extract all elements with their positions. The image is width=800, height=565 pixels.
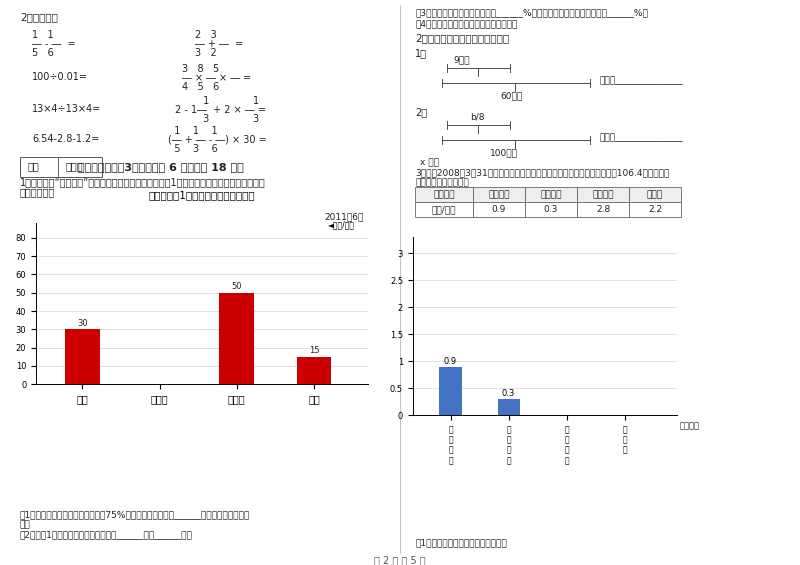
Text: （4）看了上面的统计图，你有什么想法？: （4）看了上面的统计图，你有什么想法？ — [415, 19, 518, 28]
Text: （1）根据表里的人数，完成统计图。: （1）根据表里的人数，完成统计图。 — [415, 538, 506, 547]
Text: 1．为了创建“文明城市”，交通部门在某个十字路口统计1个小时内闯红灯的情况，制成了统: 1．为了创建“文明城市”，交通部门在某个十字路口统计1个小时内闯红灯的情况，制成… — [20, 177, 266, 187]
Text: 2 - 1―  + 2 × ― =: 2 - 1― + 2 × ― = — [175, 105, 266, 115]
Text: 1．: 1． — [415, 48, 427, 58]
Text: 5   6: 5 6 — [32, 48, 54, 58]
Text: 100千米: 100千米 — [490, 148, 518, 157]
Title: 某十字路口1小时内闯红灯情况统计图: 某十字路口1小时内闯红灯情况统计图 — [149, 190, 255, 200]
Text: 3．截止2008年3月31日，报名申请成为北京奥运会志愿者的，除我国大陆的106.4万人外，其: 3．截止2008年3月31日，报名申请成为北京奥运会志愿者的，除我国大陆的106… — [415, 168, 670, 177]
Text: 0.9: 0.9 — [444, 357, 457, 366]
Y-axis label: ◄人数/万人: ◄人数/万人 — [328, 220, 354, 229]
Text: ― × ― × ― =: ― × ― × ― = — [182, 73, 251, 83]
FancyBboxPatch shape — [577, 187, 629, 202]
Text: 2.8: 2.8 — [596, 205, 610, 214]
Text: b/8: b/8 — [470, 112, 485, 121]
Bar — [498, 399, 519, 415]
Text: 0.9: 0.9 — [492, 205, 506, 214]
Text: 13×4÷13×4=: 13×4÷13×4= — [32, 104, 102, 114]
Text: 人数/万人: 人数/万人 — [432, 205, 456, 214]
Text: 30: 30 — [77, 319, 88, 328]
Text: （1）闯红灯的汽车数量是摩托车的75%，闯红灯的摩托车有______辆，将统计图补充完: （1）闯红灯的汽车数量是摩托车的75%，闯红灯的摩托车有______辆，将统计图… — [20, 510, 250, 519]
Text: 9千克: 9千克 — [453, 55, 470, 64]
Text: （2）在这1小时内，闯红灯的最多的是______，有______辆。: （2）在这1小时内，闯红灯的最多的是______，有______辆。 — [20, 530, 193, 539]
Text: 华侨华人: 华侨华人 — [592, 190, 614, 199]
Text: 0.3: 0.3 — [544, 205, 558, 214]
FancyBboxPatch shape — [415, 202, 473, 217]
Text: 100÷0.01=: 100÷0.01= — [32, 72, 88, 82]
FancyBboxPatch shape — [525, 202, 577, 217]
Text: 1   1: 1 1 — [32, 30, 54, 40]
Text: 外国人: 外国人 — [647, 190, 663, 199]
FancyBboxPatch shape — [577, 202, 629, 217]
Text: 2．: 2． — [415, 107, 427, 117]
Text: 6.54-2.8-1.2=: 6.54-2.8-1.2= — [32, 134, 99, 144]
Text: (― + ― - ―) × 30 =: (― + ― - ―) × 30 = — [168, 135, 266, 145]
FancyBboxPatch shape — [20, 157, 102, 177]
Text: 0.3: 0.3 — [502, 389, 515, 398]
Text: 列式：_______________: 列式：_______________ — [600, 76, 684, 85]
Text: 列式：_______________: 列式：_______________ — [600, 133, 684, 142]
Text: 2．算一算。: 2．算一算。 — [20, 12, 58, 22]
Text: 人员类别: 人员类别 — [434, 190, 454, 199]
Text: 2．看图列算式或方程，不计算：: 2．看图列算式或方程，不计算： — [415, 33, 509, 43]
Text: 它的报名人数如下表：: 它的报名人数如下表： — [415, 178, 469, 187]
Text: ― + ―  =: ― + ― = — [195, 39, 243, 49]
Text: 4   5   6: 4 5 6 — [182, 82, 219, 92]
FancyBboxPatch shape — [415, 187, 473, 202]
Text: 港澳同胞: 港澳同胞 — [488, 190, 510, 199]
Text: 得分: 得分 — [28, 161, 40, 171]
Text: 50: 50 — [231, 282, 242, 291]
Text: 评卷人: 评卷人 — [66, 161, 84, 171]
Text: （3）闯红灯的行人数量是汽车的______%，闯红灯的汽车数量是电动车的______%。: （3）闯红灯的行人数量是汽车的______%，闯红灯的汽车数量是电动车的____… — [415, 8, 648, 17]
Text: 整。: 整。 — [20, 520, 30, 529]
Text: x 千米: x 千米 — [420, 158, 439, 167]
FancyBboxPatch shape — [473, 187, 525, 202]
Text: 计图，如图：: 计图，如图： — [20, 187, 55, 197]
Text: 3              3: 3 3 — [175, 114, 259, 124]
Text: 人员类别: 人员类别 — [680, 421, 700, 430]
Text: 第 2 页 共 5 页: 第 2 页 共 5 页 — [374, 555, 426, 565]
Bar — [297, 357, 331, 384]
Text: 2011年6月: 2011年6月 — [325, 212, 364, 221]
FancyBboxPatch shape — [629, 202, 681, 217]
Text: 台湾同胞: 台湾同胞 — [540, 190, 562, 199]
Text: 2   3: 2 3 — [195, 30, 217, 40]
Bar — [65, 329, 100, 384]
Text: 5    3    6: 5 3 6 — [168, 144, 224, 154]
Text: 60千克: 60千克 — [500, 91, 522, 100]
FancyBboxPatch shape — [629, 187, 681, 202]
FancyBboxPatch shape — [473, 202, 525, 217]
Text: 3   2: 3 2 — [195, 48, 217, 58]
Text: 15: 15 — [309, 346, 319, 355]
Text: 五、综合题（关3小题，每题 6 分，共计 18 分）: 五、综合题（关3小题，每题 6 分，共计 18 分） — [78, 162, 244, 172]
Bar — [439, 367, 462, 415]
Text: 3   8   5: 3 8 5 — [182, 64, 219, 74]
Bar — [219, 293, 254, 384]
Text: 2.2: 2.2 — [648, 205, 662, 214]
FancyBboxPatch shape — [525, 187, 577, 202]
Text: 1    1    1: 1 1 1 — [168, 126, 224, 136]
Text: ― - ―  =: ― - ― = — [32, 39, 76, 49]
Text: 1              1: 1 1 — [175, 96, 259, 106]
